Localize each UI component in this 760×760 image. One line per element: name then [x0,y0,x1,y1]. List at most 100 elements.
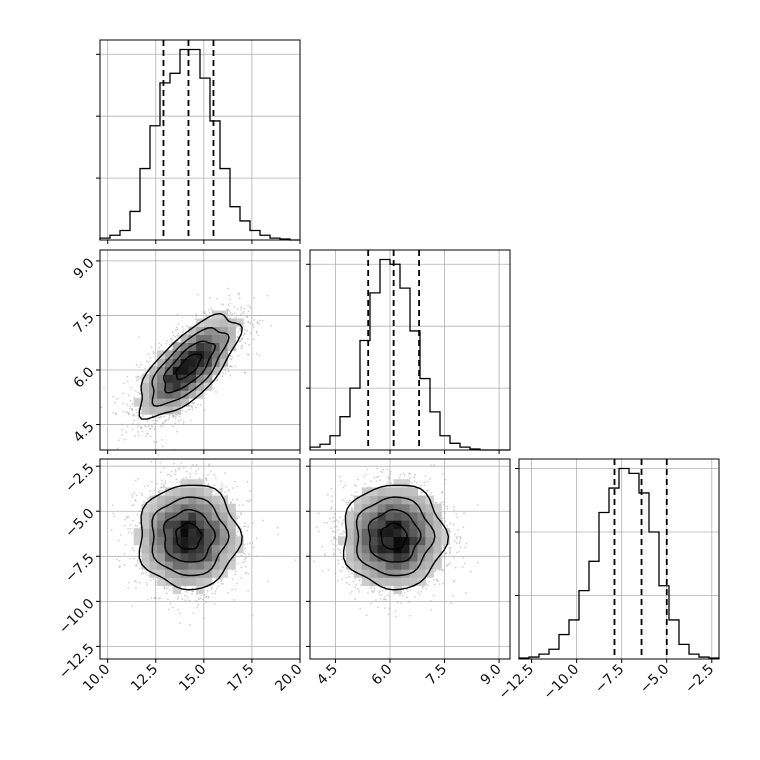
scatter-point [255,353,258,355]
scatter-point [131,452,133,454]
scatter-point [136,414,139,417]
x-tick-label: −10.0 [541,661,583,703]
scatter-point [143,500,145,503]
scatter-point [122,402,124,405]
scatter-point [238,292,240,295]
density-cell [219,334,229,343]
histogram-bin [220,169,230,240]
scatter-point [241,344,244,347]
scatter-point [182,420,185,423]
scatter-point [163,586,166,588]
scatter-point [126,380,129,383]
scatter-point [134,435,136,437]
density-cell [211,334,221,343]
scatter-point [238,516,241,518]
scatter-point [182,477,185,480]
scatter-point [224,367,227,369]
scatter-point [202,311,205,314]
scatter-point [149,356,152,359]
scatter-point [215,493,217,495]
density-cell [149,406,158,415]
scatter-point [249,322,252,325]
scatter-point [255,331,258,334]
scatter-point [177,608,179,611]
density-cell [180,350,189,359]
scatter-point [276,526,279,529]
scatter-point [135,564,138,567]
scatter-point [252,324,254,327]
x-tick-label: 20.0 [272,661,305,694]
scatter-point [216,297,218,300]
scatter-point [183,466,185,469]
histogram-bin [210,121,220,240]
scatter-point [131,504,133,507]
scatter-point [138,510,141,513]
scatter-point [201,598,204,601]
scatter-point [229,358,232,361]
scatter-point [240,527,243,530]
scatter-point [237,531,239,534]
scatter-point [166,473,169,476]
scatter-point [163,587,166,590]
scatter-point [244,341,247,344]
scatter-point [172,415,175,417]
density-cell [141,374,150,383]
density-cell [188,390,197,399]
scatter-point [202,617,205,619]
scatter-point [131,428,134,431]
histogram-bin [689,654,699,659]
scatter-point [133,396,136,399]
histogram-bin [230,207,240,240]
scatter-point [229,374,232,377]
scatter-point [162,422,165,425]
scatter-point [241,312,244,315]
scatter-point [244,328,246,331]
scatter-point [121,429,124,431]
scatter-point [145,581,148,584]
scatter-point [239,328,241,331]
scatter-point [270,324,272,327]
scatter-point [189,404,192,407]
scatter-point [185,590,188,593]
scatter-point [213,473,216,476]
scatter-panel-1: 10.0 12.5 15.0 17.5 20.0−12.5−10.0−7.5−5.0−2… [56,458,306,695]
scatter-point [176,334,179,337]
scatter-point [177,468,180,470]
y-tick-label: −7.5 [62,551,97,586]
x-tick-label: −7.5 [592,661,627,696]
scatter-point [147,484,149,487]
scatter-point [146,574,149,577]
panel-frame [99,39,301,241]
scatter-point [206,589,209,592]
scatter-point [150,346,153,349]
density-cell [188,382,197,391]
x-tick-label: 17.5 [224,661,257,694]
scatter-point [153,489,156,492]
scatter-point [204,312,206,315]
scatter-point [249,499,252,502]
histogram-bin [649,532,659,659]
scatter-point [205,595,208,598]
scatter-point [214,477,217,480]
scatter-point [233,312,236,315]
scatter-point [256,321,259,323]
scatter-point [266,294,269,297]
scatter-point [205,596,207,598]
scatter-point [170,338,172,340]
scatter-point [153,441,156,443]
scatter-point [138,393,141,395]
y-tick-label: 9.0 [71,255,98,282]
scatter-point [147,424,150,427]
scatter-point [174,417,177,420]
scatter-point [220,484,223,487]
histogram-bin [130,211,140,240]
density-cell [164,374,174,383]
scatter-point [251,614,254,617]
density-cell [133,398,143,407]
scatter-point [137,423,140,426]
scatter-point [247,573,250,576]
scatter-point [160,479,163,482]
scatter-point [174,329,177,332]
scatter-point [174,469,177,471]
scatter-point [205,477,208,480]
